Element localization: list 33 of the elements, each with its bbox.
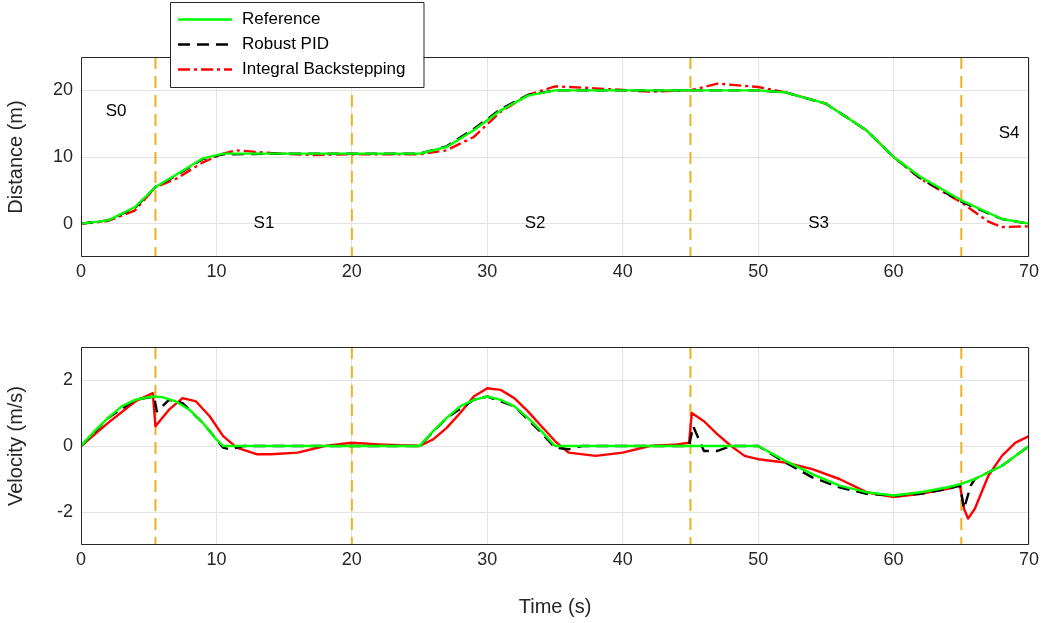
x-tick-label: 30 [477,548,498,569]
x-tick-label: 50 [748,548,769,569]
x-tick-label: 60 [883,548,904,569]
y-tick-label: 0 [62,212,73,233]
x-tick-label: 20 [341,548,362,569]
legend-label: Reference [242,9,321,29]
x-axis-title: Time (s) [518,594,592,617]
x-tick-label: 50 [748,260,769,281]
annotation: S2 [524,212,546,232]
x-tick-label: 0 [75,260,87,281]
x-tick-label: 0 [75,548,87,569]
y-tick-label: 10 [52,145,73,166]
x-tick-label: 20 [341,260,362,281]
x-tick-label: 10 [206,548,227,569]
x-tick-label: 30 [477,260,498,281]
annotation: S0 [105,100,127,120]
annotation: S4 [998,122,1020,142]
x-tick-label: 40 [612,548,633,569]
y-tick-label: 0 [62,434,73,455]
annotation: S1 [253,212,275,232]
x-tick-label: 60 [883,260,904,281]
x-tick-label: 10 [206,260,227,281]
y-axis-title: Velocity (m/s) [3,385,26,507]
legend-label: Robust PID [242,34,329,54]
y-tick-label: 2 [62,368,73,389]
legend-label: Integral Backstepping [242,59,406,79]
x-tick-label: 70 [1018,260,1040,281]
annotation: S3 [808,212,829,232]
y-axis-title: Distance (m) [3,100,26,214]
x-tick-label: 40 [612,260,633,281]
y-tick-label: 20 [52,79,73,100]
x-tick-label: 70 [1018,548,1040,569]
y-tick-label: -2 [56,500,73,521]
